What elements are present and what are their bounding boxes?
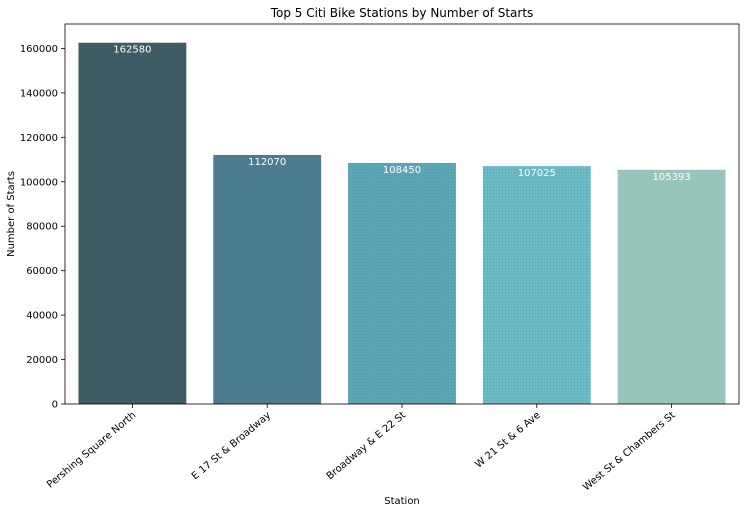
y-tick-label: 120000 bbox=[20, 133, 58, 144]
bar-texture bbox=[348, 163, 456, 404]
bar-value-label: 112070 bbox=[248, 157, 286, 168]
bar bbox=[78, 42, 187, 404]
y-tick-label: 160000 bbox=[20, 44, 58, 55]
bar-value-label: 107025 bbox=[518, 168, 556, 179]
bar-value-label: 162580 bbox=[113, 45, 151, 56]
bar bbox=[213, 154, 322, 404]
bar-value-label: 108450 bbox=[383, 165, 421, 176]
chart-title: Top 5 Citi Bike Stations by Number of St… bbox=[270, 6, 534, 20]
plot-frame bbox=[64, 23, 740, 405]
x-tick-label: Broadway & E 22 St bbox=[325, 410, 408, 482]
bar bbox=[617, 169, 726, 404]
bars-group: 162580 112070 108450 107025 105393 bbox=[78, 42, 726, 404]
y-tick-label: 0 bbox=[52, 400, 58, 411]
y-tick-label: 100000 bbox=[20, 177, 58, 188]
y-axis: 0 20000 40000 60000 80000 100000 120000 140000 1… bbox=[20, 44, 65, 411]
x-tick-label: W 21 St & 6 Ave bbox=[473, 410, 542, 471]
bar-texture bbox=[482, 166, 591, 404]
x-axis: Pershing Square North E 17 St & Broadway B… bbox=[45, 404, 678, 493]
x-tick-label: E 17 St & Broadway bbox=[190, 410, 273, 482]
y-tick-label: 80000 bbox=[26, 222, 58, 233]
bar-value-label: 105393 bbox=[653, 172, 691, 183]
y-tick-label: 140000 bbox=[20, 88, 58, 99]
y-tick-label: 40000 bbox=[26, 311, 58, 322]
y-tick-label: 20000 bbox=[26, 355, 58, 366]
x-tick-label: West St & Chambers St bbox=[581, 410, 677, 493]
y-tick-label: 60000 bbox=[26, 266, 58, 277]
y-axis-label: Number of Starts bbox=[6, 171, 17, 257]
x-tick-label: Pershing Square North bbox=[45, 410, 138, 491]
x-axis-label: Station bbox=[384, 496, 420, 507]
